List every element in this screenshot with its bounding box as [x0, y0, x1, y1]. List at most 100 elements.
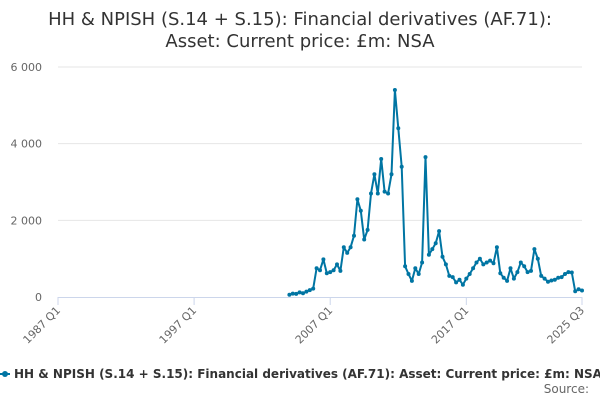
- data-point[interactable]: [440, 254, 445, 259]
- source-credit[interactable]: Source:: [544, 382, 589, 396]
- data-point[interactable]: [542, 276, 547, 281]
- data-point[interactable]: [338, 268, 343, 273]
- data-point[interactable]: [287, 292, 292, 297]
- data-point[interactable]: [518, 260, 523, 265]
- data-point[interactable]: [358, 208, 363, 213]
- data-point[interactable]: [494, 245, 499, 250]
- data-point[interactable]: [569, 270, 574, 275]
- data-point[interactable]: [447, 273, 452, 278]
- data-point[interactable]: [331, 268, 336, 273]
- legend[interactable]: HH & NPISH (S.14 + S.15): Financial deri…: [0, 367, 600, 381]
- data-point[interactable]: [515, 270, 520, 275]
- data-point[interactable]: [379, 157, 384, 161]
- data-point[interactable]: [372, 172, 377, 177]
- data-point[interactable]: [311, 286, 316, 291]
- data-point[interactable]: [471, 266, 476, 271]
- data-point[interactable]: [481, 262, 486, 267]
- data-point[interactable]: [396, 126, 401, 131]
- data-point[interactable]: [505, 278, 510, 283]
- data-point[interactable]: [304, 289, 309, 294]
- data-point[interactable]: [290, 291, 295, 296]
- data-point[interactable]: [369, 191, 373, 196]
- data-point[interactable]: [345, 250, 350, 255]
- data-point[interactable]: [532, 247, 537, 252]
- data-point[interactable]: [488, 258, 493, 263]
- data-point[interactable]: [294, 291, 299, 296]
- data-point[interactable]: [549, 278, 554, 283]
- data-point[interactable]: [386, 191, 391, 196]
- data-point[interactable]: [552, 277, 557, 282]
- data-point[interactable]: [508, 266, 513, 271]
- data-point[interactable]: [450, 275, 455, 280]
- data-point[interactable]: [454, 280, 459, 285]
- data-point[interactable]: [382, 189, 387, 194]
- data-point[interactable]: [301, 291, 305, 296]
- data-point[interactable]: [443, 262, 448, 267]
- data-point[interactable]: [335, 262, 339, 267]
- y-tick-label: 4 000: [11, 138, 43, 151]
- data-point[interactable]: [362, 237, 367, 242]
- data-point[interactable]: [328, 270, 333, 275]
- data-point[interactable]: [399, 164, 404, 169]
- data-point[interactable]: [511, 276, 516, 281]
- data-point[interactable]: [413, 266, 418, 271]
- data-point[interactable]: [467, 272, 472, 276]
- data-point[interactable]: [559, 275, 564, 280]
- data-point[interactable]: [491, 261, 496, 266]
- grid-lines: [58, 66, 582, 221]
- data-point[interactable]: [546, 279, 550, 284]
- x-tick-label: 2017 Q1: [429, 304, 472, 347]
- data-point[interactable]: [498, 271, 503, 276]
- data-point[interactable]: [474, 260, 479, 265]
- legend-point-marker: [2, 371, 8, 377]
- data-point[interactable]: [433, 241, 438, 246]
- data-point[interactable]: [430, 247, 435, 252]
- data-point[interactable]: [457, 277, 462, 282]
- series-group: [287, 88, 584, 297]
- data-point[interactable]: [525, 270, 530, 275]
- data-point[interactable]: [314, 266, 319, 271]
- data-point[interactable]: [392, 88, 397, 92]
- data-point[interactable]: [460, 282, 465, 287]
- data-point[interactable]: [426, 252, 431, 257]
- data-point[interactable]: [580, 288, 584, 293]
- data-point[interactable]: [352, 233, 356, 238]
- legend-item-label[interactable]: HH & NPISH (S.14 + S.15): Financial deri…: [14, 367, 600, 381]
- data-point[interactable]: [324, 271, 329, 276]
- data-point[interactable]: [416, 272, 421, 276]
- x-tick-label: 2007 Q1: [293, 304, 336, 347]
- data-point[interactable]: [403, 264, 408, 269]
- data-point[interactable]: [355, 197, 360, 202]
- data-point[interactable]: [464, 276, 469, 281]
- data-point[interactable]: [318, 268, 322, 273]
- data-point[interactable]: [409, 278, 414, 283]
- data-point[interactable]: [420, 260, 425, 265]
- data-point[interactable]: [556, 275, 561, 280]
- data-point[interactable]: [529, 268, 533, 273]
- data-point[interactable]: [566, 270, 571, 275]
- data-point[interactable]: [576, 287, 581, 292]
- data-point[interactable]: [348, 245, 353, 250]
- y-axis-tick-labels: 0 2 000 4 000 6 000: [11, 61, 43, 304]
- data-point[interactable]: [522, 264, 527, 269]
- data-point[interactable]: [437, 229, 442, 234]
- data-point[interactable]: [307, 288, 312, 293]
- data-point[interactable]: [501, 275, 506, 280]
- data-point[interactable]: [573, 289, 578, 294]
- data-point[interactable]: [375, 191, 380, 196]
- data-point[interactable]: [484, 260, 489, 265]
- y-tick-label: 6 000: [11, 61, 43, 74]
- data-point[interactable]: [563, 272, 567, 276]
- y-tick-label: 2 000: [11, 214, 43, 227]
- data-point[interactable]: [365, 227, 370, 232]
- x-tick-label: 1997 Q1: [157, 304, 200, 347]
- data-point[interactable]: [389, 172, 394, 177]
- data-point[interactable]: [423, 155, 428, 160]
- data-point[interactable]: [535, 256, 540, 261]
- data-point[interactable]: [406, 272, 411, 276]
- data-point[interactable]: [477, 256, 482, 261]
- data-point[interactable]: [297, 290, 302, 295]
- data-point[interactable]: [539, 273, 544, 278]
- data-point[interactable]: [341, 245, 346, 250]
- data-point[interactable]: [321, 257, 326, 262]
